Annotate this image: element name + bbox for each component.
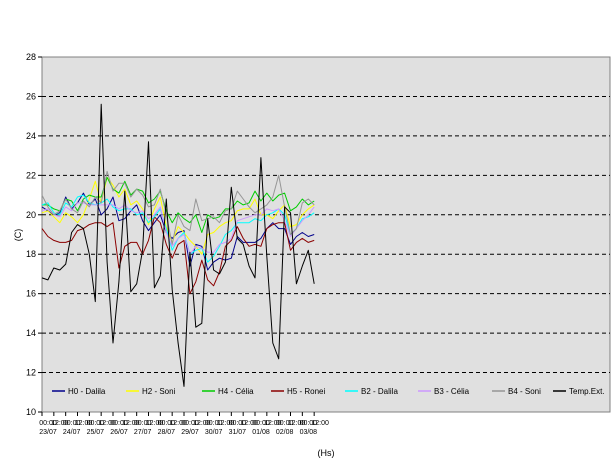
x-tick-time: 12:00 [193,420,211,427]
x-tick-time: 00:00 [205,420,223,427]
y-tick-label: 20 [26,210,36,220]
x-tick-time: 00:00 [39,420,57,427]
x-tick-date: 30/07 [205,429,223,436]
y-tick-label: 14 [26,328,36,338]
x-tick-time: 12:00 [146,420,164,427]
x-tick-time: 00:00 [87,420,105,427]
series-line-2 [42,176,315,233]
x-tick-time: 12:00 [98,420,116,427]
y-tick-label: 16 [26,289,36,299]
x-tick-time: 00:00 [252,420,270,427]
x-tick-date: 31/07 [229,429,247,436]
y-tick-label: 10 [26,407,36,417]
x-tick-time: 12:00 [264,420,282,427]
x-tick-time: 00:00 [181,420,199,427]
x-tick-date: 01/08 [252,429,270,436]
x-axis-title: (Hs) [318,448,335,458]
x-tick-time: 12:00 [288,420,306,427]
y-axis-title: (C) [13,229,23,242]
x-axis: 00:0023/0712:0000:0024/0712:0000:0025/07… [39,412,329,436]
gridlines [42,95,610,374]
x-tick-date: 29/07 [181,429,199,436]
x-tick-date: 25/07 [87,429,105,436]
x-tick-time: 00:00 [110,420,128,427]
x-tick-time: 12:00 [75,420,93,427]
legend-label: H5 - Ronei [287,387,325,396]
x-tick-time: 00:00 [158,420,176,427]
x-tick-time: 12:00 [169,420,187,427]
legend-label: H0 - Dalila [68,387,106,396]
x-tick-date: 28/07 [158,429,176,436]
legend-label: H4 - Célia [218,387,254,396]
legend-label: B2 - Dalila [361,387,398,396]
y-axis: 10 12 14 16 18 20 22 24 26 28 [26,52,42,417]
x-tick-time: 12:00 [311,420,329,427]
x-tick-time: 00:00 [229,420,247,427]
legend-label: Temp.Ext. [569,387,605,396]
y-tick-label: 12 [26,368,36,378]
x-tick-date: 24/07 [63,429,81,436]
x-tick-date: 27/07 [134,429,152,436]
series-lines [41,103,315,387]
x-tick-time: 12:00 [51,420,69,427]
series-line-6 [41,170,315,245]
x-tick-date: 23/07 [39,429,57,436]
series-line-3 [41,216,315,295]
series-line-7 [41,103,315,387]
x-tick-time: 12:00 [240,420,258,427]
y-tick-label: 24 [26,131,36,141]
x-tick-time: 00:00 [63,420,81,427]
plot-area [41,56,611,413]
legend: H0 - Dalila H2 - Soni H4 - Célia H5 - Ronei… [52,387,605,396]
x-tick-time: 00:00 [134,420,152,427]
x-tick-date: 03/08 [300,429,318,436]
y-tick-label: 26 [26,91,36,101]
legend-label: B3 - Célia [434,387,470,396]
y-tick-label: 18 [26,249,36,259]
y-tick-label: 28 [26,52,36,62]
x-tick-date: 02/08 [276,429,294,436]
x-tick-time: 12:00 [217,420,235,427]
legend-label: H2 - Soni [142,387,176,396]
y-tick-label: 22 [26,170,36,180]
x-tick-time: 12:00 [122,420,140,427]
x-tick-time: 00:00 [300,420,318,427]
x-tick-time: 00:00 [276,420,294,427]
legend-label: B4 - Soni [508,387,541,396]
x-tick-date: 26/07 [110,429,128,436]
